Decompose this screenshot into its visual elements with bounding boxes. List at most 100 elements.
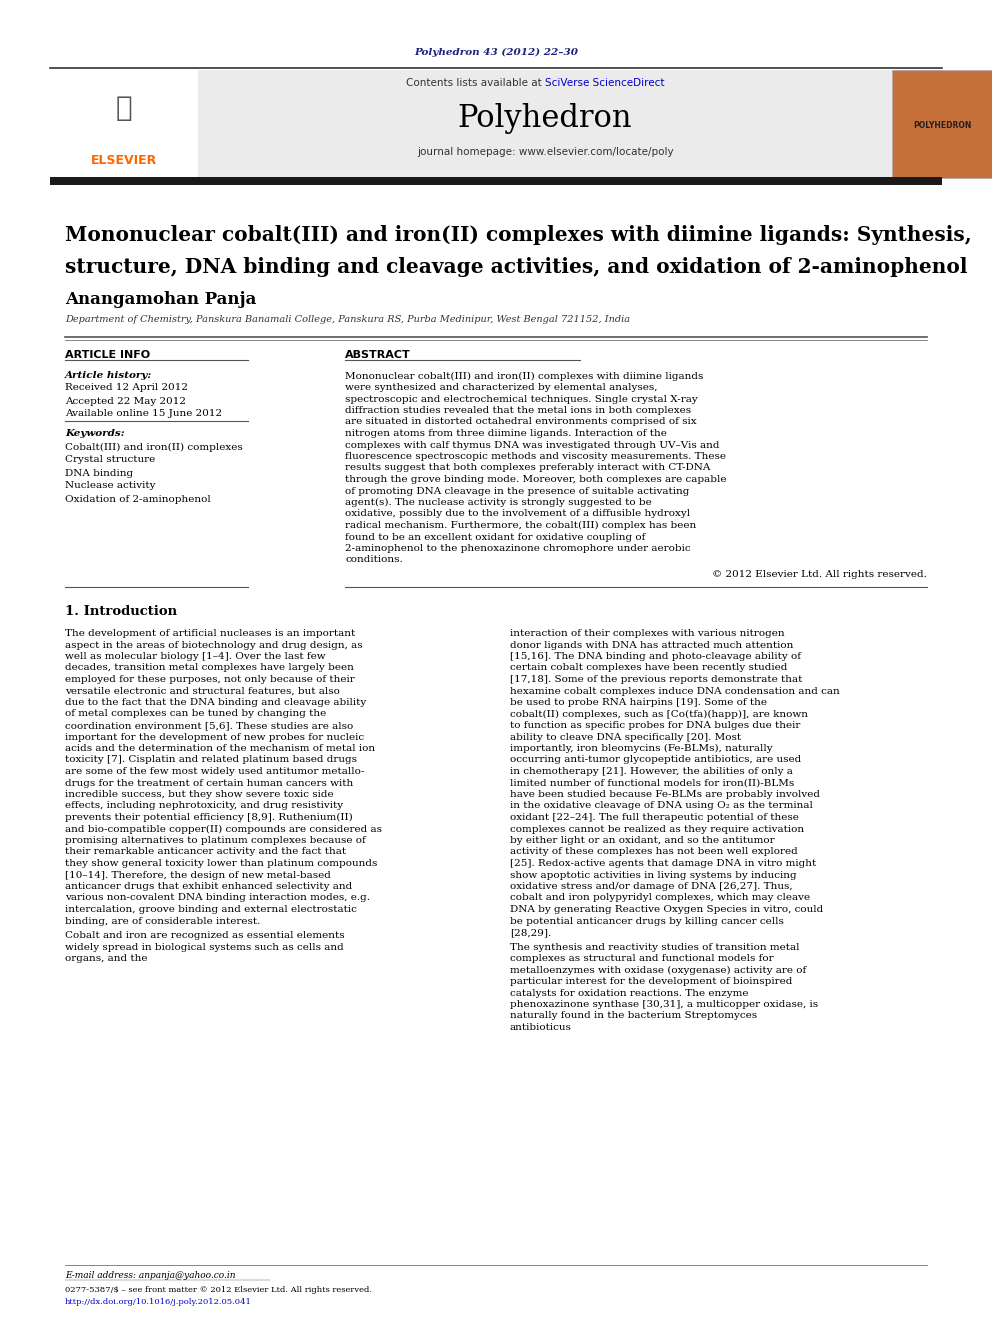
- Text: diffraction studies revealed that the metal ions in both complexes: diffraction studies revealed that the me…: [345, 406, 691, 415]
- Text: Crystal structure: Crystal structure: [65, 455, 156, 464]
- Text: decades, transition metal complexes have largely been: decades, transition metal complexes have…: [65, 664, 354, 672]
- Text: [28,29].: [28,29].: [510, 927, 552, 937]
- Bar: [50, 70, 198, 179]
- Text: DNA binding: DNA binding: [65, 468, 133, 478]
- Text: drugs for the treatment of certain human cancers with: drugs for the treatment of certain human…: [65, 778, 353, 787]
- Text: complexes as structural and functional models for: complexes as structural and functional m…: [510, 954, 774, 963]
- Text: they show general toxicity lower than platinum compounds: they show general toxicity lower than pl…: [65, 859, 377, 868]
- Text: catalysts for oxidation reactions. The enzyme: catalysts for oxidation reactions. The e…: [510, 988, 749, 998]
- Text: Department of Chemistry, Panskura Banamali College, Panskura RS, Purba Medinipur: Department of Chemistry, Panskura Banama…: [65, 315, 630, 324]
- Text: fluorescence spectroscopic methods and viscosity measurements. These: fluorescence spectroscopic methods and v…: [345, 452, 726, 460]
- Bar: [50, 70, 942, 179]
- Text: POLYHEDRON: POLYHEDRON: [913, 120, 971, 130]
- Text: DNA by generating Reactive Oxygen Species in vitro, could: DNA by generating Reactive Oxygen Specie…: [510, 905, 823, 914]
- Text: ABSTRACT: ABSTRACT: [345, 351, 411, 360]
- Text: Keywords:: Keywords:: [65, 429, 125, 438]
- Text: their remarkable anticancer activity and the fact that: their remarkable anticancer activity and…: [65, 848, 346, 856]
- Text: interaction of their complexes with various nitrogen: interaction of their complexes with vari…: [510, 628, 785, 638]
- Text: radical mechanism. Furthermore, the cobalt(III) complex has been: radical mechanism. Furthermore, the coba…: [345, 521, 696, 531]
- Text: Accepted 22 May 2012: Accepted 22 May 2012: [65, 397, 186, 406]
- Text: various non-covalent DNA binding interaction modes, e.g.: various non-covalent DNA binding interac…: [65, 893, 370, 902]
- Text: of promoting DNA cleavage in the presence of suitable activating: of promoting DNA cleavage in the presenc…: [345, 487, 689, 496]
- Text: complexes cannot be realized as they require activation: complexes cannot be realized as they req…: [510, 824, 805, 833]
- Text: hexamine cobalt complexes induce DNA condensation and can: hexamine cobalt complexes induce DNA con…: [510, 687, 840, 696]
- Text: of metal complexes can be tuned by changing the: of metal complexes can be tuned by chang…: [65, 709, 326, 718]
- Text: employed for these purposes, not only because of their: employed for these purposes, not only be…: [65, 675, 355, 684]
- Text: found to be an excellent oxidant for oxidative coupling of: found to be an excellent oxidant for oxi…: [345, 532, 646, 541]
- Text: promising alternatives to platinum complexes because of: promising alternatives to platinum compl…: [65, 836, 366, 845]
- Text: ability to cleave DNA specifically [20]. Most: ability to cleave DNA specifically [20].…: [510, 733, 741, 741]
- Text: Article history:: Article history:: [65, 370, 152, 380]
- Text: prevents their potential efficiency [8,9]. Ruthenium(II): prevents their potential efficiency [8,9…: [65, 812, 353, 822]
- Text: antibioticus: antibioticus: [510, 1023, 571, 1032]
- Text: oxidative, possibly due to the involvement of a diffusible hydroxyl: oxidative, possibly due to the involveme…: [345, 509, 690, 519]
- Text: structure, DNA binding and cleavage activities, and oxidation of 2-aminophenol: structure, DNA binding and cleavage acti…: [65, 257, 967, 277]
- Text: Mononuclear cobalt(III) and iron(II) complexes with diimine ligands: Synthesis,: Mononuclear cobalt(III) and iron(II) com…: [65, 225, 972, 245]
- Text: coordination environment [5,6]. These studies are also: coordination environment [5,6]. These st…: [65, 721, 353, 730]
- Text: 1. Introduction: 1. Introduction: [65, 605, 178, 618]
- Text: oxidant [22–24]. The full therapeutic potential of these: oxidant [22–24]. The full therapeutic po…: [510, 814, 799, 822]
- Text: results suggest that both complexes preferably interact with CT-DNA: results suggest that both complexes pref…: [345, 463, 710, 472]
- Text: widely spread in biological systems such as cells and: widely spread in biological systems such…: [65, 942, 344, 951]
- Text: complexes with calf thymus DNA was investigated through UV–Vis and: complexes with calf thymus DNA was inves…: [345, 441, 719, 450]
- Text: aspect in the areas of biotechnology and drug design, as: aspect in the areas of biotechnology and…: [65, 640, 363, 650]
- Text: The development of artificial nucleases is an important: The development of artificial nucleases …: [65, 628, 355, 638]
- Text: E-mail address: anpanja@yahoo.co.in: E-mail address: anpanja@yahoo.co.in: [65, 1270, 235, 1279]
- Text: cobalt(II) complexes, such as [Co(tfa)(happ)], are known: cobalt(II) complexes, such as [Co(tfa)(h…: [510, 709, 808, 718]
- Text: spectroscopic and electrochemical techniques. Single crystal X-ray: spectroscopic and electrochemical techni…: [345, 394, 697, 404]
- Text: agent(s). The nuclease activity is strongly suggested to be: agent(s). The nuclease activity is stron…: [345, 497, 652, 507]
- Text: metalloenzymes with oxidase (oxygenase) activity are of: metalloenzymes with oxidase (oxygenase) …: [510, 966, 806, 975]
- Text: toxicity [7]. Cisplatin and related platinum based drugs: toxicity [7]. Cisplatin and related plat…: [65, 755, 357, 765]
- Text: have been studied because Fe-BLMs are probably involved: have been studied because Fe-BLMs are pr…: [510, 790, 820, 799]
- Text: Nuclease activity: Nuclease activity: [65, 482, 156, 491]
- Text: organs, and the: organs, and the: [65, 954, 148, 963]
- Text: by either light or an oxidant, and so the antitumor: by either light or an oxidant, and so th…: [510, 836, 775, 845]
- Text: journal homepage: www.elsevier.com/locate/poly: journal homepage: www.elsevier.com/locat…: [417, 147, 674, 157]
- Text: Cobalt and iron are recognized as essential elements: Cobalt and iron are recognized as essent…: [65, 931, 344, 941]
- Text: SciVerse ScienceDirect: SciVerse ScienceDirect: [545, 78, 665, 89]
- Bar: [892, 70, 992, 179]
- Text: nitrogen atoms from three diimine ligands. Interaction of the: nitrogen atoms from three diimine ligand…: [345, 429, 667, 438]
- Text: be used to probe RNA hairpins [19]. Some of the: be used to probe RNA hairpins [19]. Some…: [510, 699, 767, 706]
- Text: phenoxazinone synthase [30,31], a multicopper oxidase, is: phenoxazinone synthase [30,31], a multic…: [510, 1000, 818, 1009]
- Text: conditions.: conditions.: [345, 556, 403, 565]
- Text: 0277-5387/$ – see front matter © 2012 Elsevier Ltd. All rights reserved.: 0277-5387/$ – see front matter © 2012 El…: [65, 1286, 372, 1294]
- Text: be potential anticancer drugs by killing cancer cells: be potential anticancer drugs by killing…: [510, 917, 784, 926]
- Text: and bio-compatible copper(II) compounds are considered as: and bio-compatible copper(II) compounds …: [65, 824, 382, 833]
- Text: [10–14]. Therefore, the design of new metal-based: [10–14]. Therefore, the design of new me…: [65, 871, 331, 880]
- Text: binding, are of considerable interest.: binding, are of considerable interest.: [65, 917, 260, 926]
- Text: Available online 15 June 2012: Available online 15 June 2012: [65, 410, 222, 418]
- Text: [17,18]. Some of the previous reports demonstrate that: [17,18]. Some of the previous reports de…: [510, 675, 803, 684]
- Text: importantly, iron bleomycins (Fe-BLMs), naturally: importantly, iron bleomycins (Fe-BLMs), …: [510, 744, 773, 753]
- Text: donor ligands with DNA has attracted much attention: donor ligands with DNA has attracted muc…: [510, 640, 794, 650]
- Text: versatile electronic and structural features, but also: versatile electronic and structural feat…: [65, 687, 340, 696]
- Text: Cobalt(III) and iron(II) complexes: Cobalt(III) and iron(II) complexes: [65, 442, 243, 451]
- Text: Oxidation of 2-aminophenol: Oxidation of 2-aminophenol: [65, 495, 210, 504]
- Text: ELSEVIER: ELSEVIER: [91, 153, 157, 167]
- Text: 2-aminophenol to the phenoxazinone chromophore under aerobic: 2-aminophenol to the phenoxazinone chrom…: [345, 544, 690, 553]
- Text: naturally found in the bacterium Streptomyces: naturally found in the bacterium Strepto…: [510, 1012, 757, 1020]
- Text: well as molecular biology [1–4]. Over the last few: well as molecular biology [1–4]. Over th…: [65, 652, 325, 662]
- Text: Polyhedron: Polyhedron: [457, 102, 632, 134]
- Text: oxidative stress and/or damage of DNA [26,27]. Thus,: oxidative stress and/or damage of DNA [2…: [510, 882, 793, 890]
- Text: in the oxidative cleavage of DNA using O₂ as the terminal: in the oxidative cleavage of DNA using O…: [510, 802, 812, 811]
- Text: certain cobalt complexes have been recently studied: certain cobalt complexes have been recen…: [510, 664, 788, 672]
- Bar: [198, 70, 892, 179]
- Text: particular interest for the development of bioinspired: particular interest for the development …: [510, 976, 793, 986]
- Text: © 2012 Elsevier Ltd. All rights reserved.: © 2012 Elsevier Ltd. All rights reserved…: [712, 570, 927, 579]
- Text: incredible success, but they show severe toxic side: incredible success, but they show severe…: [65, 790, 333, 799]
- Text: acids and the determination of the mechanism of metal ion: acids and the determination of the mecha…: [65, 744, 375, 753]
- Text: activity of these complexes has not been well explored: activity of these complexes has not been…: [510, 848, 798, 856]
- Text: through the grove binding mode. Moreover, both complexes are capable: through the grove binding mode. Moreover…: [345, 475, 726, 484]
- Text: important for the development of new probes for nucleic: important for the development of new pro…: [65, 733, 364, 741]
- Text: cobalt and iron polypyridyl complexes, which may cleave: cobalt and iron polypyridyl complexes, w…: [510, 893, 810, 902]
- Text: due to the fact that the DNA binding and cleavage ability: due to the fact that the DNA binding and…: [65, 699, 366, 706]
- Text: in chemotherapy [21]. However, the abilities of only a: in chemotherapy [21]. However, the abili…: [510, 767, 793, 777]
- Text: to function as specific probes for DNA bulges due their: to function as specific probes for DNA b…: [510, 721, 801, 730]
- Text: are situated in distorted octahedral environments comprised of six: are situated in distorted octahedral env…: [345, 418, 696, 426]
- Text: http://dx.doi.org/10.1016/j.poly.2012.05.041: http://dx.doi.org/10.1016/j.poly.2012.05…: [65, 1298, 252, 1306]
- Text: ARTICLE INFO: ARTICLE INFO: [65, 351, 150, 360]
- Text: anticancer drugs that exhibit enhanced selectivity and: anticancer drugs that exhibit enhanced s…: [65, 882, 352, 890]
- Text: are some of the few most widely used antitumor metallo-: are some of the few most widely used ant…: [65, 767, 364, 777]
- Text: effects, including nephrotoxicity, and drug resistivity: effects, including nephrotoxicity, and d…: [65, 802, 343, 811]
